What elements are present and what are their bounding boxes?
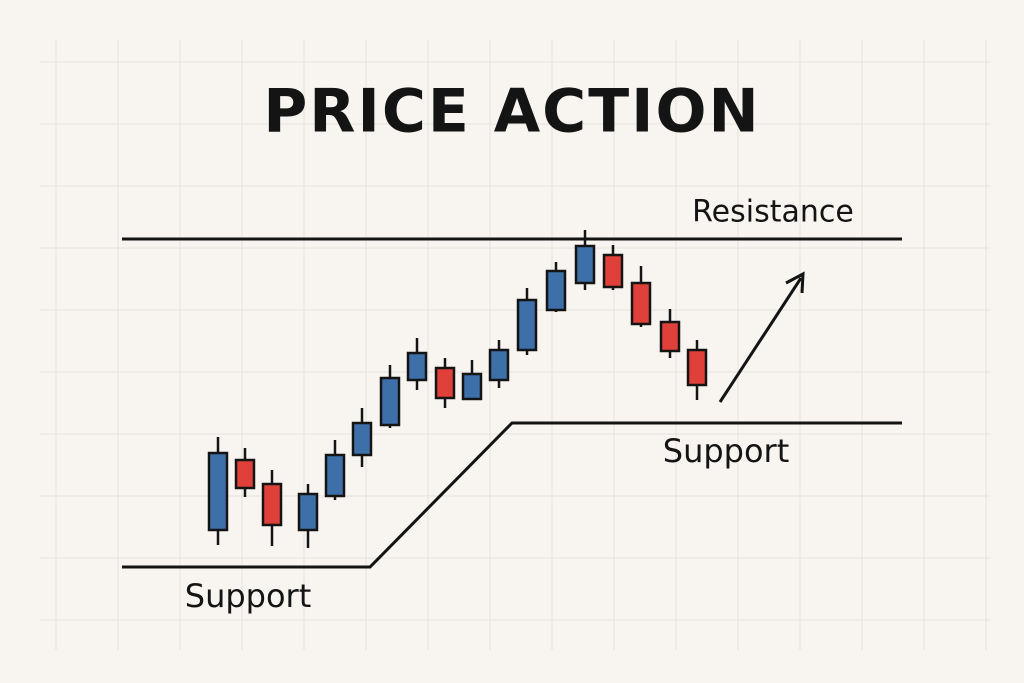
candle-body [297,492,319,532]
candle-body [488,348,510,382]
support-line [122,421,902,569]
candles [207,230,708,548]
candle-body [461,372,483,401]
candle-body [686,348,708,387]
candle-body [351,421,373,457]
candle-body [261,482,283,527]
candle-body [379,376,401,427]
arrow-head [785,271,805,294]
candle-body [659,320,681,353]
support-label: Support [185,577,312,615]
title: PRICE ACTION [263,77,760,147]
candle-body [434,366,456,400]
candle-body [324,453,346,498]
candle-body [602,253,624,289]
candle-body [545,269,567,312]
candle-body [630,281,652,326]
candle-body [207,451,229,532]
resistance-label: Resistance [692,195,854,230]
candle-body [234,458,256,490]
candle-body [516,298,538,352]
candle-body [574,244,596,285]
support-label: Support [663,432,790,470]
candle-body [406,351,428,382]
trend-arrow [718,277,803,403]
